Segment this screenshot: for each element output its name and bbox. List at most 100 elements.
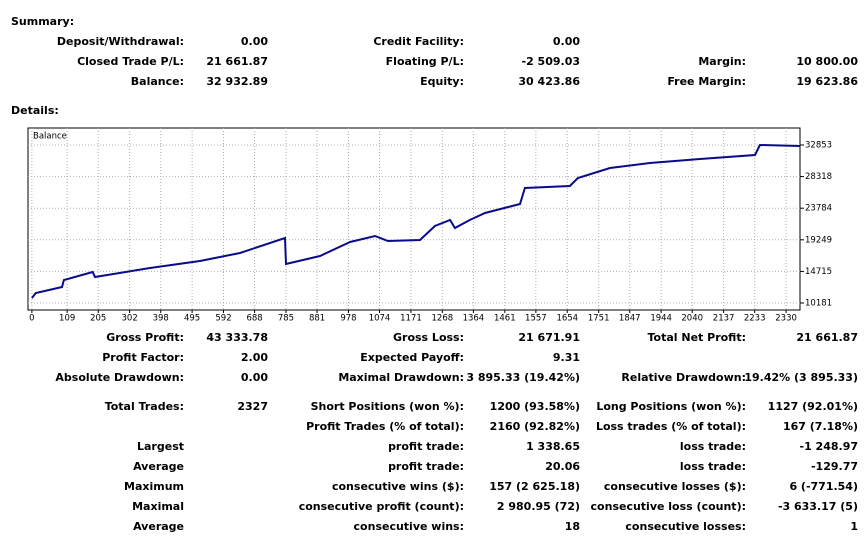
x-tick-label: 1654 [556,314,578,324]
x-tick-label: 1944 [650,314,672,324]
label: Total Trades: [105,400,184,413]
value: 3 895.33 (19.42%) [466,371,580,384]
y-tick-label: 23784 [805,204,832,214]
label: Absolute Drawdown: [55,371,184,384]
section-title: Summary: [11,15,74,28]
label: consecutive wins ($): [332,480,464,493]
value: 0.00 [241,371,268,384]
label: Largest [137,440,184,453]
value: 9.31 [553,351,580,364]
value: 32 932.89 [206,75,268,88]
x-tick-label: 109 [59,314,75,324]
x-tick-label: 1171 [400,314,422,324]
label: Credit Facility: [373,35,464,48]
label: Total Net Profit: [648,331,747,344]
label: consecutive profit (count): [299,500,464,513]
x-tick-label: 1557 [525,314,547,324]
value: 157 (2 625.18) [489,480,580,493]
label: Loss trades (% of total): [596,420,746,433]
value: -2 509.03 [522,55,581,68]
value: 10 800.00 [796,55,858,68]
label: Long Positions (won %): [596,400,746,413]
x-tick-label: 1268 [432,314,454,324]
label: Expected Payoff: [360,351,464,364]
value: 0.00 [241,35,268,48]
x-tick-label: 1074 [369,314,391,324]
value: 0.00 [553,35,580,48]
x-tick-label: 1847 [619,314,641,324]
value: 1200 (93.58%) [490,400,580,413]
label: Closed Trade P/L: [77,55,184,68]
x-tick-label: 205 [90,314,106,324]
chart-title: Balance [33,132,67,142]
label: Average [133,520,184,533]
label: Deposit/Withdrawal: [57,35,184,48]
value: -1 248.97 [800,440,859,453]
value: 2.00 [241,351,268,364]
x-tick-label: 785 [278,314,294,324]
value: 1127 (92.01%) [768,400,858,413]
x-tick-label: 2040 [681,314,703,324]
x-tick-label: 881 [309,314,325,324]
x-tick-label: 1364 [463,314,485,324]
x-tick-label: 495 [184,314,200,324]
x-tick-label: 2233 [744,314,766,324]
value: 2 980.95 (72) [497,500,580,513]
x-tick-label: 1751 [588,314,610,324]
value: 2327 [237,400,268,413]
y-tick-label: 10181 [805,299,832,309]
value: 43 333.78 [206,331,268,344]
value: 167 (7.18%) [783,420,858,433]
chart-frame [27,127,801,311]
value: 30 423.86 [518,75,580,88]
value: 20.06 [545,460,580,473]
label: Maximum [124,480,184,493]
value: 6 (-771.54) [789,480,858,493]
label: Balance: [131,75,184,88]
value: 21 661.87 [206,55,268,68]
x-tick-label: 2137 [713,314,735,324]
x-tick-label: 978 [340,314,356,324]
value: 2160 (92.82%) [490,420,580,433]
value: 21 671.91 [518,331,580,344]
label: Maximal Drawdown: [338,371,464,384]
x-tick-label: 1461 [494,314,516,324]
section-title: Details: [11,104,59,117]
x-tick-label: 302 [122,314,138,324]
label: Short Positions (won %): [311,400,464,413]
label: profit trade: [388,440,464,453]
value: -129.77 [811,460,858,473]
value: 19 623.86 [796,75,858,88]
value: 19.42% (3 895.33) [744,371,858,384]
label: Floating P/L: [386,55,464,68]
x-tick-label: 688 [246,314,262,324]
y-tick-label: 28318 [805,172,832,182]
label: loss trade: [680,440,746,453]
label: Equity: [420,75,464,88]
label: profit trade: [388,460,464,473]
value: 18 [565,520,580,533]
x-tick-label: 592 [215,314,231,324]
label: Profit Factor: [102,351,184,364]
y-tick-label: 32853 [805,141,832,151]
label: Maximal [132,500,184,513]
label: consecutive wins: [354,520,464,533]
balance-line [31,143,801,299]
value: 21 661.87 [796,331,858,344]
label: Gross Loss: [393,331,464,344]
y-tick-label: 19249 [805,235,832,245]
label: Profit Trades (% of total): [306,420,464,433]
label: consecutive loss (count): [591,500,746,513]
label: Gross Profit: [106,331,184,344]
label: Free Margin: [667,75,746,88]
label: Margin: [698,55,746,68]
value: -3 633.17 (5) [778,500,858,513]
value: 1 [850,520,858,533]
label: Relative Drawdown: [621,371,746,384]
label: loss trade: [680,460,746,473]
label: Average [133,460,184,473]
x-tick-label: 2330 [775,314,797,324]
x-tick-label: 398 [153,314,169,324]
y-tick-label: 14715 [805,267,832,277]
